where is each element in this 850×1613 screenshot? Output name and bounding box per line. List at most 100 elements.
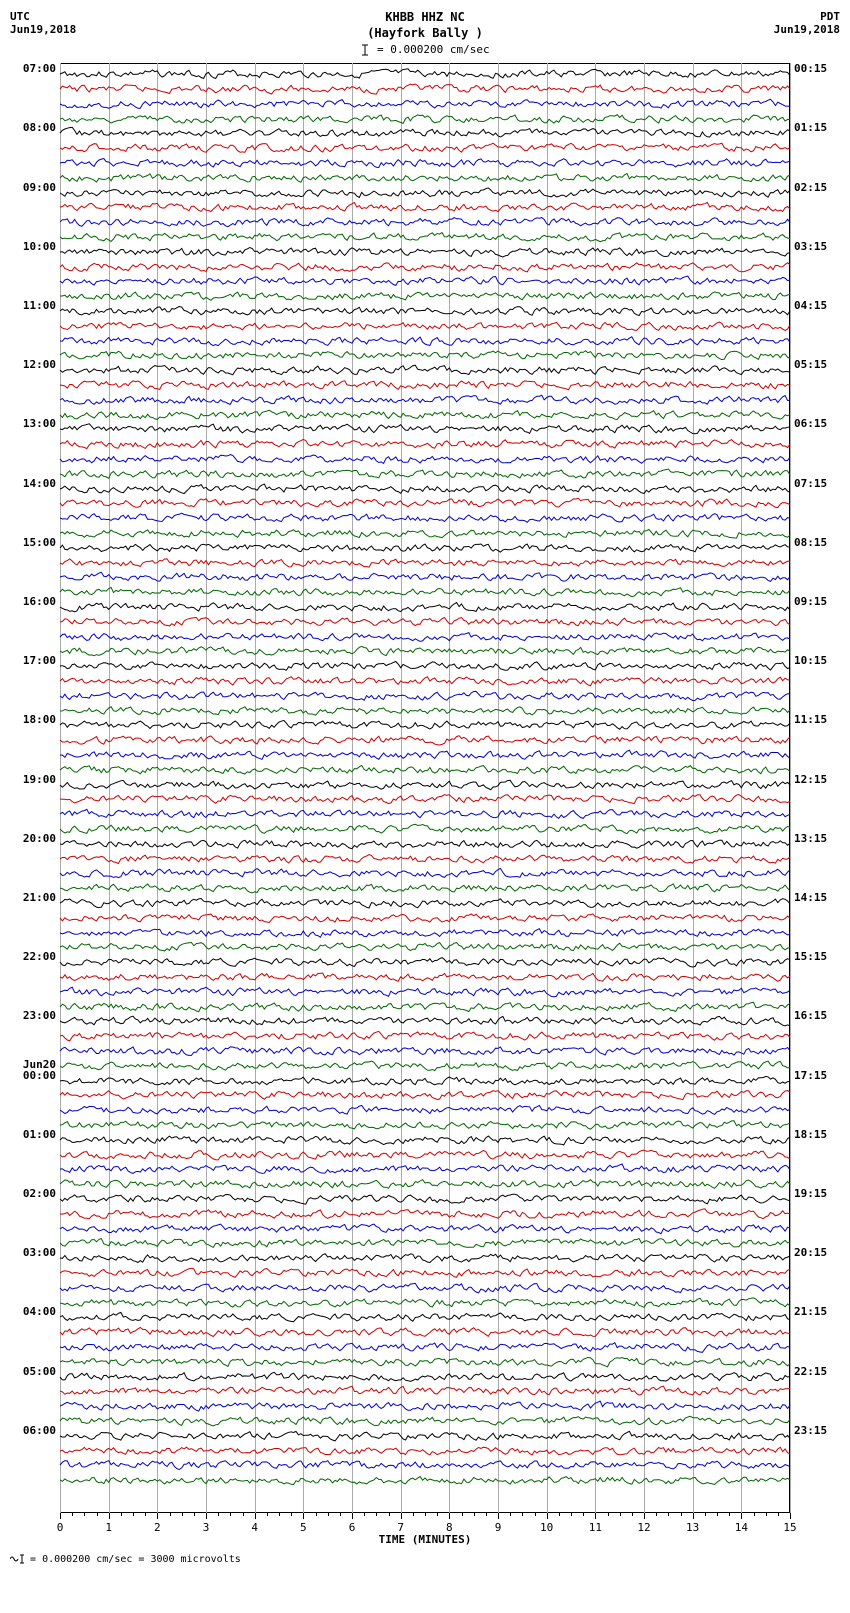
left-time-label: 04:00 <box>23 1305 60 1318</box>
x-tick-major <box>547 1513 548 1519</box>
seismic-trace <box>60 1014 790 1028</box>
x-tick-minor <box>316 1513 317 1516</box>
x-tick-label: 11 <box>589 1521 602 1534</box>
right-time-label: 16:15 <box>790 1009 827 1022</box>
right-time-label: 23:15 <box>790 1424 827 1437</box>
right-time-label: 10:15 <box>790 654 827 667</box>
seismic-trace <box>60 763 790 777</box>
left-tz: UTC <box>10 10 76 23</box>
seismic-trace <box>60 733 790 747</box>
left-time-label: 19:00 <box>23 773 60 786</box>
seismic-trace <box>60 778 790 792</box>
seismic-trace <box>60 1414 790 1428</box>
seismic-trace <box>60 630 790 644</box>
seismic-trace <box>60 482 790 496</box>
x-tick-label: 10 <box>540 1521 553 1534</box>
seismic-trace <box>60 348 790 362</box>
x-tick-minor <box>267 1513 268 1516</box>
seismic-trace <box>60 615 790 629</box>
x-tick-minor <box>437 1513 438 1516</box>
seismic-trace <box>60 511 790 525</box>
left-time-label: 05:00 <box>23 1365 60 1378</box>
x-tick-label: 2 <box>154 1521 161 1534</box>
right-time-label: 19:15 <box>790 1187 827 1200</box>
seismic-trace <box>60 1177 790 1191</box>
seismic-trace <box>60 215 790 229</box>
plot-area: 07:0008:0009:0010:0011:0012:0013:0014:00… <box>60 63 790 1513</box>
grid-line-v <box>790 63 791 1513</box>
station-header: KHBB HHZ NC (Hayfork Bally ) <box>367 10 483 41</box>
seismic-trace <box>60 1355 790 1369</box>
right-time-label: 22:15 <box>790 1365 827 1378</box>
x-tick-minor <box>182 1513 183 1516</box>
right-time-label: 01:15 <box>790 121 827 134</box>
x-tick-minor <box>364 1513 365 1516</box>
seismic-trace <box>60 1133 790 1147</box>
seismic-trace <box>60 393 790 407</box>
seismic-trace <box>60 156 790 170</box>
seismic-trace <box>60 274 790 288</box>
seismic-trace <box>60 1148 790 1162</box>
seismic-trace <box>60 1088 790 1102</box>
x-tick-minor <box>729 1513 730 1516</box>
right-time-label: 00:15 <box>790 62 827 75</box>
right-time-label: 20:15 <box>790 1246 827 1259</box>
x-tick-major <box>157 1513 158 1519</box>
seismic-trace <box>60 1384 790 1398</box>
x-tick-minor <box>121 1513 122 1516</box>
seismic-trace <box>60 186 790 200</box>
x-tick-minor <box>97 1513 98 1516</box>
x-tick-label: 14 <box>735 1521 748 1534</box>
x-tick-minor <box>194 1513 195 1516</box>
seismic-trace <box>60 585 790 599</box>
x-tick-minor <box>571 1513 572 1516</box>
right-time-label: 18:15 <box>790 1128 827 1141</box>
station-location: (Hayfork Bally ) <box>367 26 483 42</box>
left-time-label: 23:00 <box>23 1009 60 1022</box>
seismic-trace <box>60 112 790 126</box>
left-tz-block: UTC Jun19,2018 <box>10 10 76 41</box>
x-tick-minor <box>133 1513 134 1516</box>
left-time-label: 02:00 <box>23 1187 60 1200</box>
seismic-trace <box>60 1059 790 1073</box>
footer-scale-icon <box>10 1553 24 1565</box>
left-time-label: 17:00 <box>23 654 60 667</box>
seismic-trace <box>60 852 790 866</box>
seismic-trace <box>60 437 790 451</box>
right-time-label: 03:15 <box>790 240 827 253</box>
left-time-label: 03:00 <box>23 1246 60 1259</box>
x-tick-minor <box>340 1513 341 1516</box>
seismic-trace <box>60 704 790 718</box>
x-tick-minor <box>717 1513 718 1516</box>
left-time-label: 12:00 <box>23 358 60 371</box>
left-time-label: 10:00 <box>23 240 60 253</box>
right-time-label: 05:15 <box>790 358 827 371</box>
left-time-label: 21:00 <box>23 891 60 904</box>
seismic-trace <box>60 1118 790 1132</box>
x-tick-minor <box>535 1513 536 1516</box>
left-time-label: 15:00 <box>23 536 60 549</box>
right-time-label: 06:15 <box>790 417 827 430</box>
seismic-trace <box>60 1325 790 1339</box>
seismic-trace <box>60 304 790 318</box>
seismic-trace <box>60 837 790 851</box>
seismic-trace <box>60 496 790 510</box>
seismic-trace <box>60 1266 790 1280</box>
seismic-trace <box>60 881 790 895</box>
x-tick-minor <box>291 1513 292 1516</box>
x-tick-minor <box>425 1513 426 1516</box>
x-tick-minor <box>218 1513 219 1516</box>
seismic-trace <box>60 600 790 614</box>
x-tick-major <box>693 1513 694 1519</box>
x-tick-minor <box>705 1513 706 1516</box>
seismic-trace <box>60 748 790 762</box>
scale-text: = 0.000200 cm/sec <box>377 43 490 56</box>
x-tick-minor <box>608 1513 609 1516</box>
seismic-trace <box>60 67 790 81</box>
x-tick-major <box>255 1513 256 1519</box>
x-tick-minor <box>145 1513 146 1516</box>
right-time-label: 14:15 <box>790 891 827 904</box>
x-tick-label: 9 <box>495 1521 502 1534</box>
seismic-trace <box>60 659 790 673</box>
x-tick-label: 8 <box>446 1521 453 1534</box>
